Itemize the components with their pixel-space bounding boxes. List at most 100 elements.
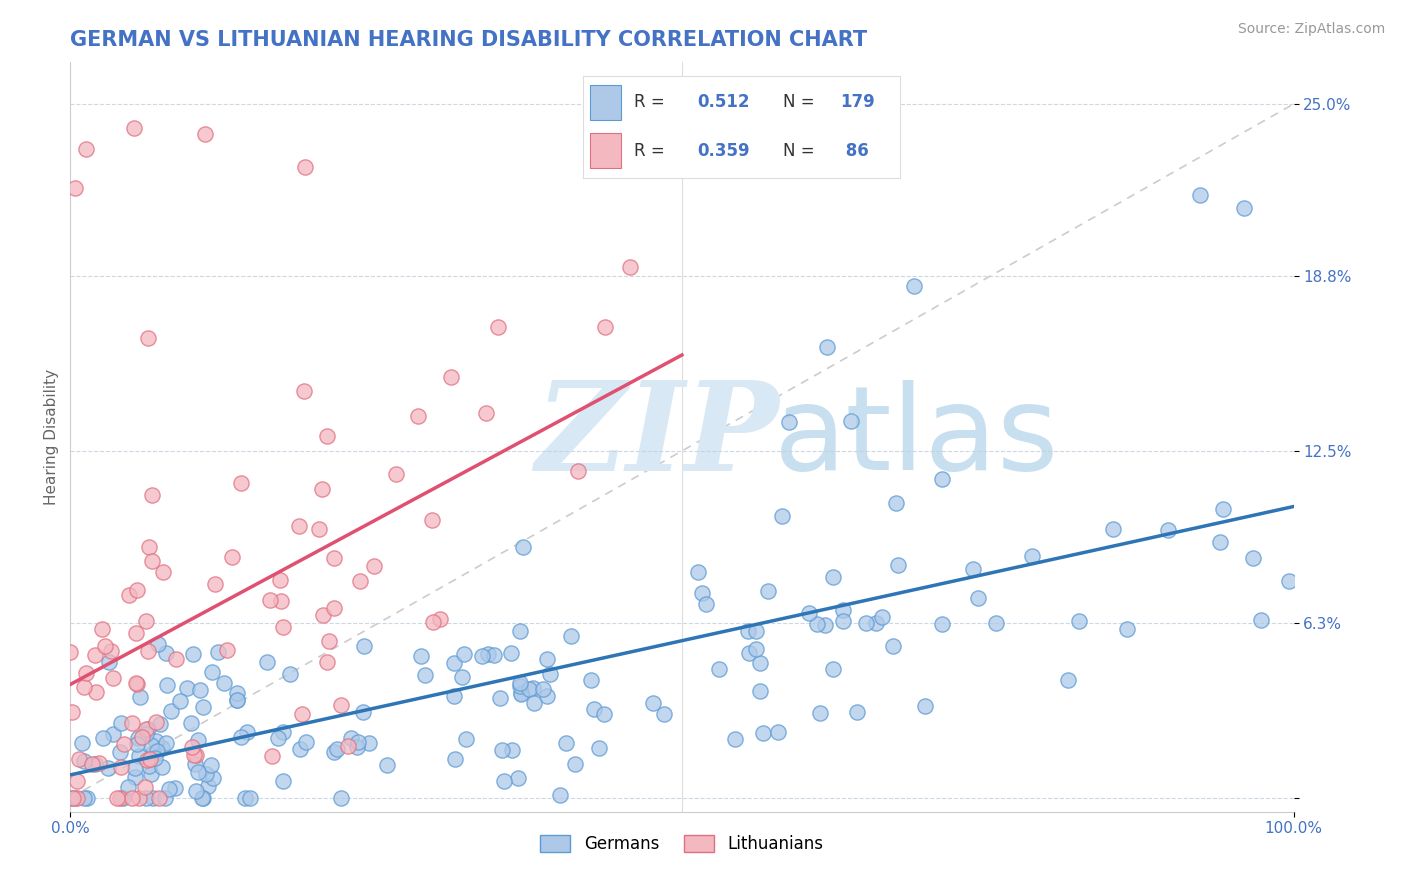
Point — [363, 559, 385, 574]
Point — [91, 622, 114, 636]
Point — [652, 707, 675, 722]
Bar — [591, 85, 621, 120]
Point — [349, 574, 371, 588]
Point — [406, 409, 429, 423]
Point — [63, 790, 86, 805]
Point — [60, 705, 83, 719]
Point — [87, 756, 110, 770]
Point — [73, 680, 96, 694]
Point — [295, 735, 318, 749]
Point — [231, 731, 253, 745]
Point — [292, 384, 315, 398]
Point — [1233, 202, 1256, 216]
Point — [499, 646, 522, 660]
Point — [815, 340, 838, 354]
Text: R =: R = — [634, 142, 665, 160]
Point — [931, 472, 953, 486]
Point — [756, 584, 779, 599]
Point — [94, 639, 117, 653]
Point — [984, 616, 1007, 631]
Point — [215, 643, 238, 657]
Point — [129, 690, 152, 705]
Point — [512, 540, 534, 554]
Point — [375, 757, 398, 772]
Point — [155, 646, 177, 660]
Point — [311, 482, 333, 496]
Point — [592, 707, 614, 722]
Point — [135, 753, 157, 767]
Point — [122, 120, 145, 135]
Point — [143, 751, 166, 765]
Point — [195, 767, 218, 781]
Point — [131, 731, 153, 745]
Point — [588, 741, 610, 756]
Point — [93, 731, 115, 746]
Point — [770, 509, 793, 524]
Point — [127, 677, 149, 691]
Point — [149, 717, 172, 731]
Point — [165, 651, 187, 665]
Point — [326, 742, 349, 756]
Point — [127, 738, 149, 752]
Point — [190, 683, 212, 698]
Point — [207, 644, 229, 658]
Point — [191, 790, 214, 805]
Point — [101, 726, 124, 740]
Point — [148, 790, 170, 805]
Point — [748, 657, 770, 671]
Point — [492, 773, 515, 788]
Text: N =: N = — [783, 142, 814, 160]
Point — [554, 736, 576, 750]
Point — [233, 790, 256, 805]
Point — [59, 790, 82, 805]
Point — [707, 662, 730, 676]
Point — [260, 748, 283, 763]
Point — [385, 467, 408, 481]
Point — [271, 619, 294, 633]
Point — [155, 678, 177, 692]
Point — [510, 687, 533, 701]
Point — [135, 615, 157, 629]
Point — [422, 513, 444, 527]
Point — [141, 487, 163, 501]
Point — [1021, 549, 1043, 563]
Point — [138, 540, 160, 554]
Point — [146, 637, 169, 651]
Point — [1157, 523, 1180, 537]
Point — [184, 756, 207, 771]
Point — [146, 744, 169, 758]
Point — [165, 781, 187, 796]
Y-axis label: Hearing Disability: Hearing Disability — [44, 369, 59, 505]
Point — [737, 624, 759, 639]
Point — [821, 570, 844, 584]
Point — [564, 756, 586, 771]
Point — [225, 686, 247, 700]
Point — [256, 655, 278, 669]
Point — [337, 739, 360, 753]
Point — [100, 643, 122, 657]
Point — [202, 772, 225, 786]
Point — [536, 689, 558, 703]
Point — [962, 562, 984, 576]
Point — [914, 698, 936, 713]
Point — [593, 320, 616, 334]
Point — [101, 671, 124, 685]
Point — [748, 683, 770, 698]
Point — [84, 685, 107, 699]
Point — [150, 760, 173, 774]
Point — [808, 706, 831, 720]
Point — [453, 647, 475, 661]
Point — [1067, 614, 1090, 628]
Point — [204, 577, 226, 591]
Point — [67, 751, 90, 765]
Point — [778, 415, 800, 429]
Point — [187, 733, 209, 747]
Point — [475, 406, 498, 420]
Point — [121, 790, 143, 805]
Point — [579, 673, 602, 688]
Point — [766, 724, 789, 739]
Point — [845, 705, 868, 719]
Point — [127, 731, 149, 746]
Point — [887, 558, 910, 572]
Point — [160, 704, 183, 718]
